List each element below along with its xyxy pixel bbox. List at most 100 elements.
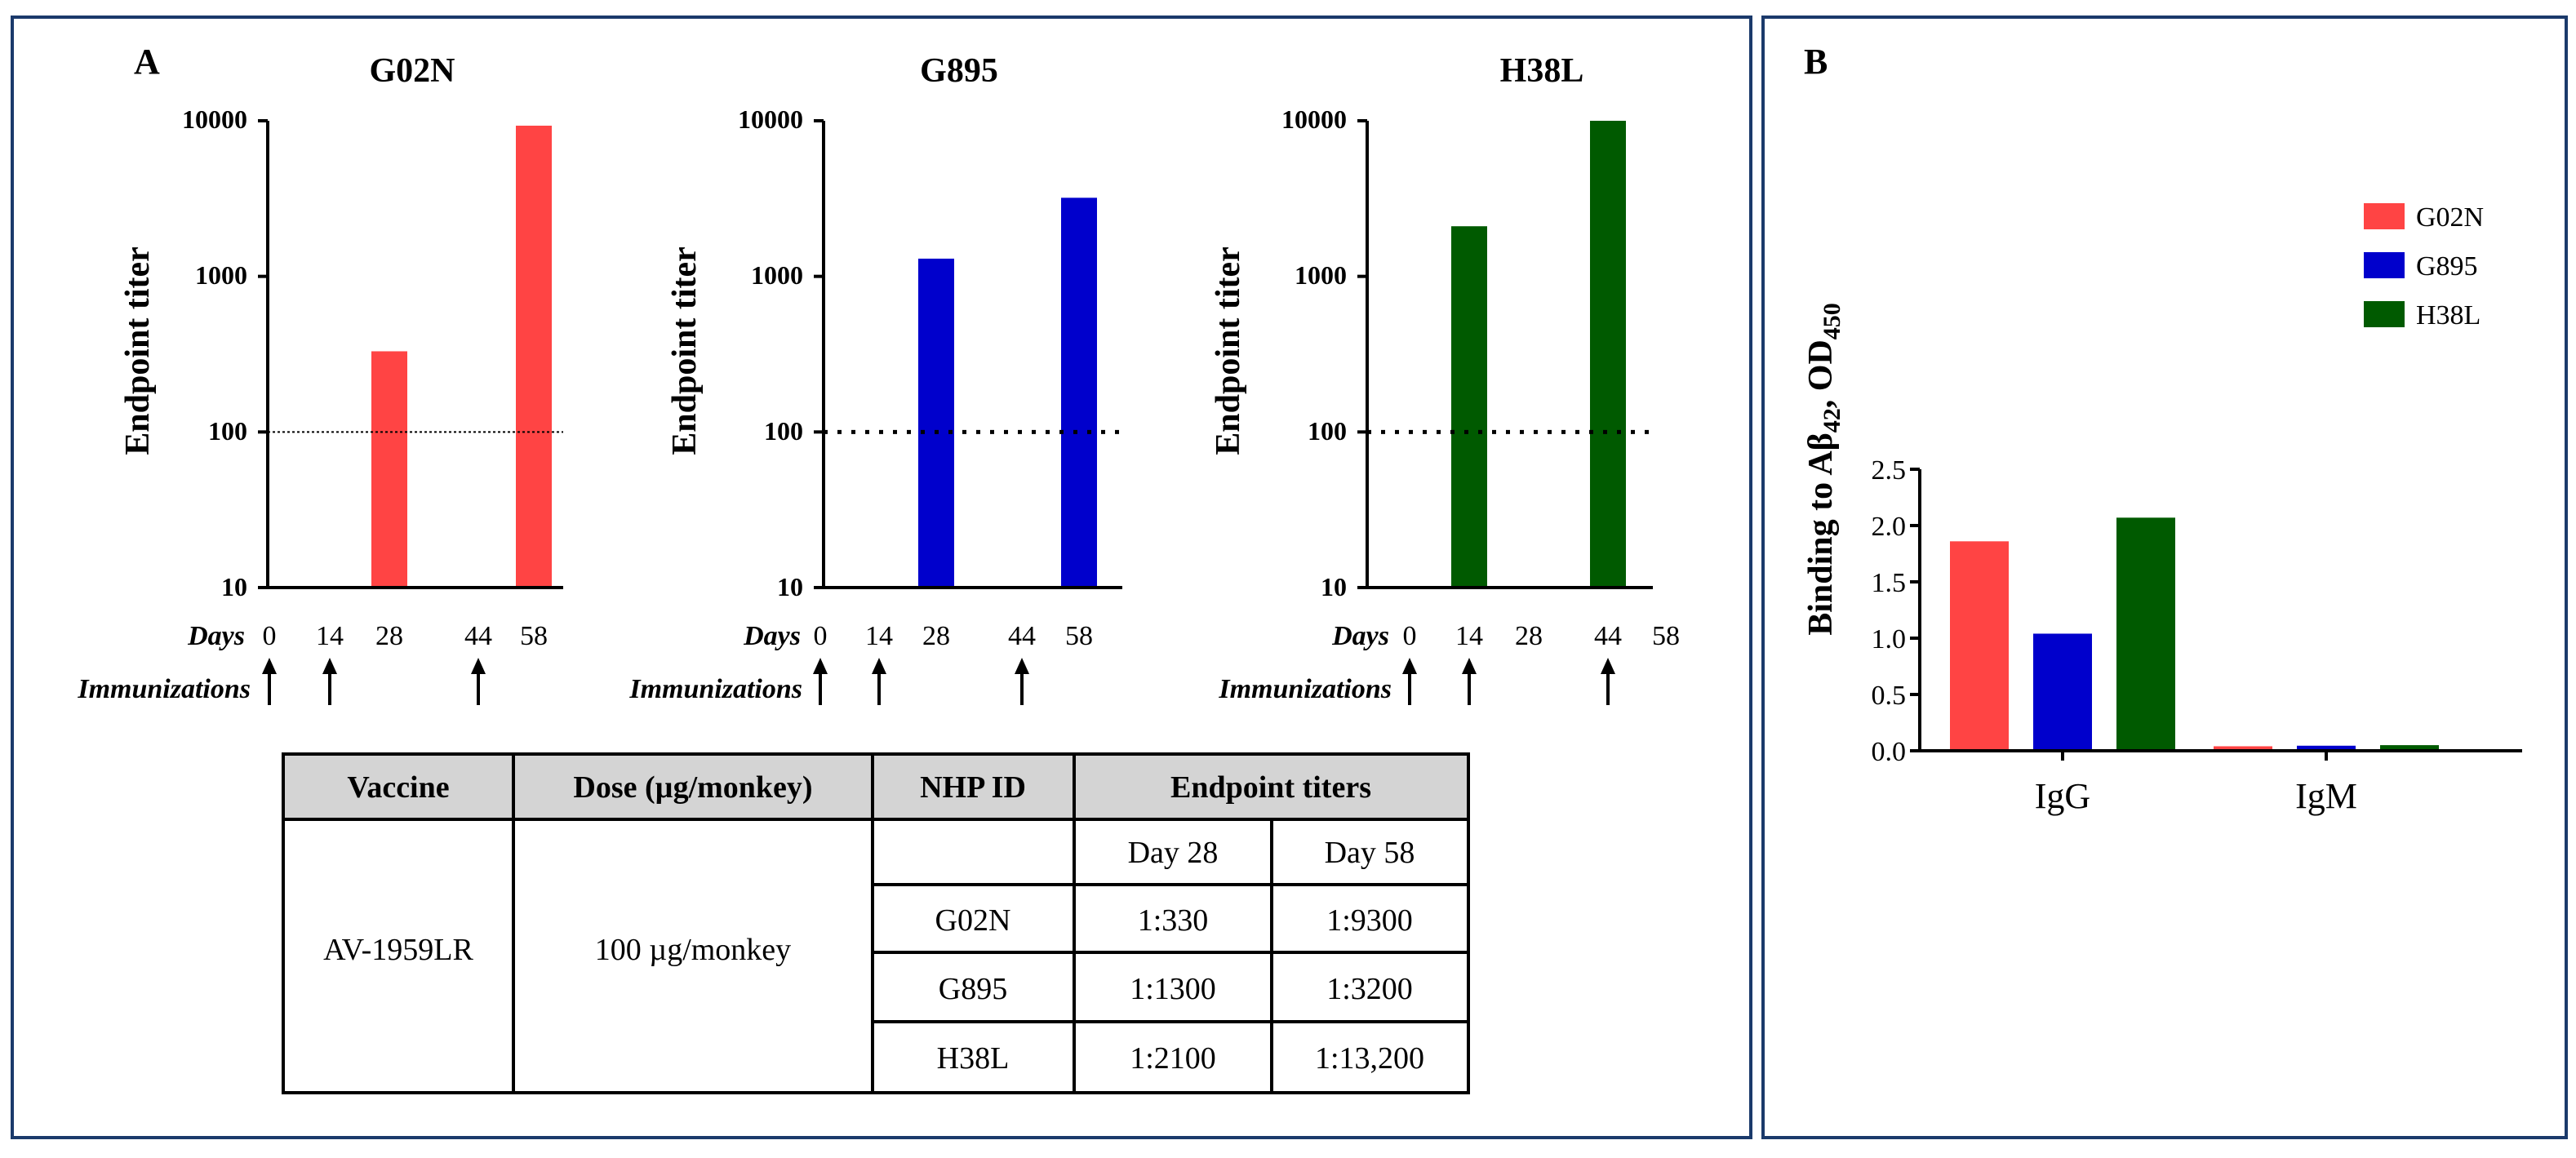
titer-bar — [371, 351, 407, 588]
panel-a-frame — [11, 16, 1752, 1139]
cell-day28: 1:330 — [1138, 903, 1209, 938]
y-tick-label: 1.5 — [1872, 568, 1907, 598]
day-tick-label: 0 — [1403, 621, 1417, 651]
immunization-arrow-head — [262, 658, 277, 674]
immunization-arrow-head — [813, 658, 828, 674]
y-tick-label: 0.0 — [1872, 737, 1907, 767]
days-label: Days — [187, 621, 245, 651]
y-tick-label: 2.5 — [1872, 455, 1907, 486]
chart-binding: Binding to Aβ42, OD450 0.0 0.5 1.0 1.5 2… — [1802, 202, 2522, 816]
cell-day28: 1:2100 — [1130, 1041, 1216, 1076]
y-tick-label: 10 — [1321, 572, 1347, 601]
binding-bar — [2380, 745, 2439, 751]
legend-swatch — [2364, 252, 2405, 278]
titer-table: Vaccine Dose (µg/monkey) NHP ID Endpoint… — [282, 752, 1470, 1094]
day-tick-label: 14 — [316, 621, 344, 651]
cell-day58: 1:3200 — [1326, 972, 1413, 1006]
immunization-arrow-head — [1402, 658, 1417, 674]
day-tick-label: 44 — [1008, 621, 1036, 651]
cell-day58: 1:13,200 — [1315, 1041, 1424, 1076]
immunization-arrow-head — [1015, 658, 1029, 674]
cell-nhp-id: H38L — [937, 1041, 1010, 1076]
days-label: Days — [743, 621, 801, 651]
header-dose: Dose (µg/monkey) — [573, 770, 812, 805]
y-tick-label: 2.0 — [1872, 512, 1907, 542]
y-tick-label: 10000 — [182, 104, 247, 134]
y-axis-label: Endpoint titer — [1210, 246, 1247, 455]
x-category-label: IgG — [2035, 776, 2090, 816]
y-tick-label: 1.0 — [1872, 624, 1907, 654]
subheader-day-58: Day 58 — [1325, 836, 1415, 870]
table-header-bg — [283, 754, 1468, 819]
y-axis-label: Binding to Aβ42, OD450 — [1802, 303, 1845, 636]
titer-bar — [516, 126, 552, 588]
y-tick-label: 10 — [221, 572, 247, 601]
chart-g02n: G02N Endpoint titer 10000 1000 100 10 Da… — [77, 52, 563, 705]
legend-swatch — [2364, 203, 2405, 229]
y-tick-label: 100 — [1308, 416, 1347, 446]
immunization-arrow-head — [1462, 658, 1477, 674]
titer-bar — [1451, 226, 1487, 588]
chart-title: G02N — [370, 52, 455, 90]
y-tick-label: 1000 — [1295, 260, 1347, 290]
immunization-arrow-head — [872, 658, 886, 674]
y-tick-label: 1000 — [751, 260, 803, 290]
days-label: Days — [1331, 621, 1389, 651]
cell-nhp-id: G895 — [939, 972, 1007, 1006]
panel-a-label: A — [134, 42, 160, 82]
day-tick-label: 58 — [1652, 621, 1680, 651]
chart-title: G895 — [920, 52, 998, 90]
y-tick-label: 1000 — [195, 260, 247, 290]
day-tick-label: 44 — [464, 621, 492, 651]
day-tick-label: 14 — [1455, 621, 1483, 651]
chart-title: H38L — [1500, 52, 1584, 90]
binding-bar — [2116, 517, 2175, 751]
titer-bar — [1061, 197, 1097, 588]
header-vaccine: Vaccine — [347, 770, 449, 805]
immunizations-label: Immunizations — [628, 674, 802, 704]
legend-label: H38L — [2416, 300, 2481, 331]
y-tick-label: 10 — [777, 572, 803, 601]
y-tick-label: 10000 — [1281, 104, 1347, 134]
immunization-arrow-head — [322, 658, 337, 674]
binding-bar — [2297, 745, 2356, 751]
y-axis-label: Endpoint titer — [119, 246, 157, 455]
cell-day28: 1:1300 — [1130, 972, 1216, 1006]
x-category-label: IgM — [2295, 776, 2357, 816]
y-tick-label: 10000 — [738, 104, 803, 134]
y-tick-label: 100 — [764, 416, 803, 446]
immunizations-label: Immunizations — [77, 674, 251, 704]
day-tick-label: 0 — [263, 621, 277, 651]
titer-bar — [1590, 121, 1626, 588]
legend-swatch — [2364, 301, 2405, 327]
day-tick-label: 28 — [1515, 621, 1543, 651]
table-outline — [282, 752, 1470, 1094]
immunizations-label: Immunizations — [1218, 674, 1392, 704]
immunization-arrow-head — [1601, 658, 1615, 674]
cell-day58: 1:9300 — [1326, 903, 1413, 938]
day-tick-label: 28 — [922, 621, 950, 651]
panel-b-frame — [1761, 16, 2568, 1139]
binding-bar — [1950, 541, 2009, 751]
cell-nhp-id: G02N — [935, 903, 1011, 938]
y-tick-label: 0.5 — [1872, 681, 1907, 711]
day-tick-label: 58 — [520, 621, 548, 651]
panel-b-label: B — [1804, 42, 1828, 82]
binding-bar — [2214, 746, 2272, 751]
day-tick-label: 44 — [1594, 621, 1622, 651]
y-axis-label: Endpoint titer — [666, 246, 704, 455]
titer-bar — [918, 258, 954, 588]
legend-label: G02N — [2416, 202, 2484, 233]
y-tick-label: 100 — [208, 416, 247, 446]
cell-vaccine: AV-1959LR — [323, 933, 473, 967]
chart-h38l: H38L Endpoint titer 10000 1000 100 10 Da… — [1210, 52, 1680, 705]
legend-label: G895 — [2416, 251, 2478, 282]
header-endpoint-titers: Endpoint titers — [1170, 770, 1371, 805]
day-tick-label: 28 — [375, 621, 403, 651]
day-tick-label: 0 — [814, 621, 828, 651]
day-tick-label: 58 — [1065, 621, 1093, 651]
subheader-day-28: Day 28 — [1128, 836, 1219, 870]
cell-dose: 100 µg/monkey — [595, 933, 791, 967]
binding-bar — [2033, 633, 2092, 751]
